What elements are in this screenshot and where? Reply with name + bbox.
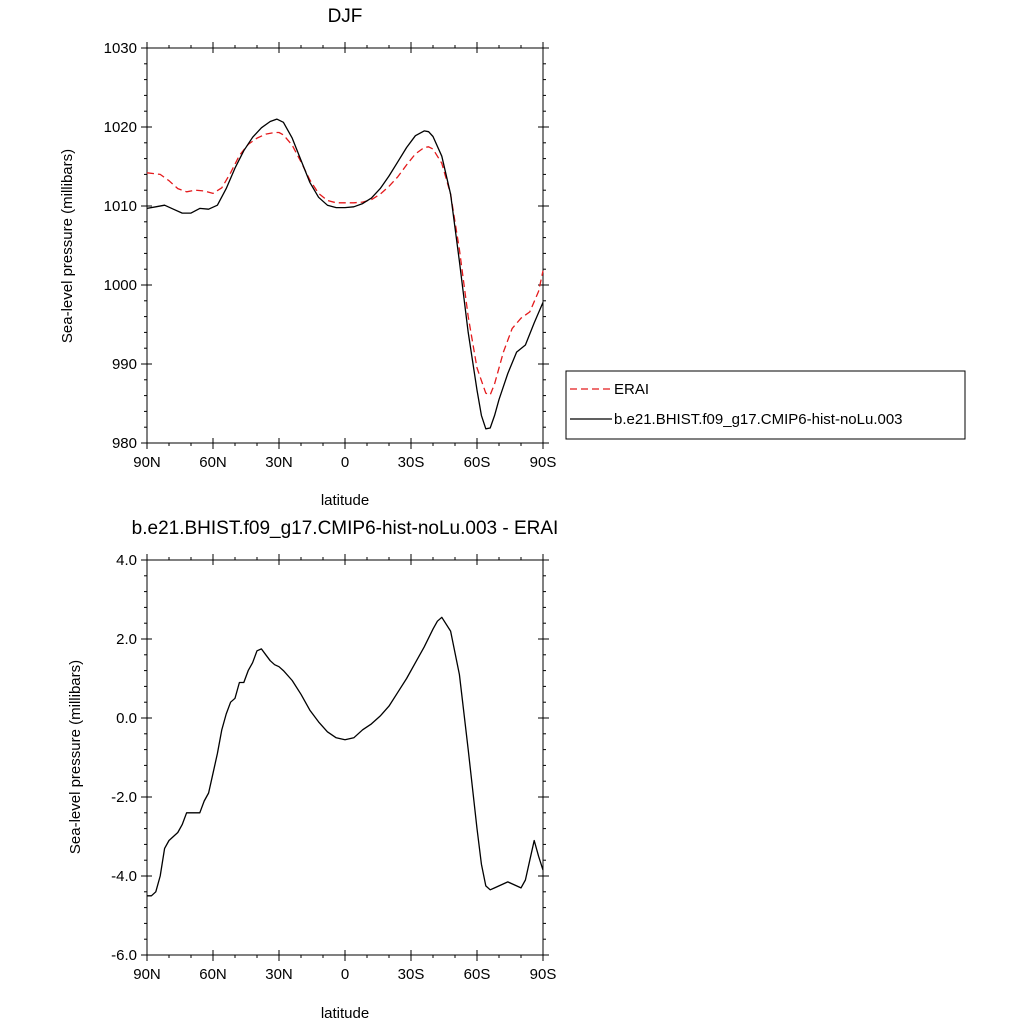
legend-box xyxy=(565,370,966,440)
bottom-x-tick-label: 30S xyxy=(398,966,425,983)
legend: ERAI b.e21.BHIST.f09_g17.CMIP6-hist-noLu… xyxy=(565,370,966,440)
top-panel: DJF 90N 60N 30N 0 30S 60S 90S 980 990 1000 1010 102… xyxy=(59,6,556,509)
bottom-plot-frame xyxy=(146,559,544,956)
top-y-tick-label: 990 xyxy=(112,356,137,373)
bottom-chart-title: b.e21.BHIST.f09_g17.CMIP6-hist-noLu.003 … xyxy=(132,518,559,539)
bottom-y-tick-label: -4.0 xyxy=(111,868,137,885)
top-chart-title: DJF xyxy=(328,6,363,27)
top-x-tick-label: 90N xyxy=(133,454,161,471)
top-y-tick-label: 1010 xyxy=(104,198,137,215)
top-x-tick-label: 90S xyxy=(530,454,557,471)
bottom-series-line-difference xyxy=(147,616,544,897)
bottom-x-tick-label: 0 xyxy=(341,966,349,983)
top-x-tick-label: 60N xyxy=(199,454,227,471)
bottom-x-tick-label: 30N xyxy=(265,966,293,983)
top-plot-frame xyxy=(146,47,544,444)
top-x-tick-label: 30S xyxy=(398,454,425,471)
top-series xyxy=(146,118,544,430)
legend-label-erai: ERAI xyxy=(614,381,649,398)
bottom-x-tick-label: 90N xyxy=(133,966,161,983)
bottom-y-tick-label: 2.0 xyxy=(116,631,137,648)
top-series-line-b-e21-bhist-f09-g17-cmip6-hist-nolu-003 xyxy=(146,118,544,430)
bottom-x-tick-label: 90S xyxy=(530,966,557,983)
bottom-panel: b.e21.BHIST.f09_g17.CMIP6-hist-noLu.003 … xyxy=(67,518,558,1022)
bottom-x-tick-label: 60N xyxy=(199,966,227,983)
top-series-line-erai xyxy=(146,131,544,396)
bottom-y-tick-label: -2.0 xyxy=(111,789,137,806)
top-x-tick-label: 60S xyxy=(464,454,491,471)
bottom-x-axis-label: latitude xyxy=(321,1005,369,1022)
top-x-tick-label: 0 xyxy=(341,454,349,471)
top-y-tick-label: 1030 xyxy=(104,40,137,57)
bottom-y-tick-label: -6.0 xyxy=(111,947,137,964)
bottom-series xyxy=(147,616,544,897)
legend-label-model: b.e21.BHIST.f09_g17.CMIP6-hist-noLu.003 xyxy=(614,411,903,428)
bottom-y-tick-label: 0.0 xyxy=(116,710,137,727)
top-y-axis-label: Sea-level pressure (millibars) xyxy=(59,149,76,343)
top-y-tick-label: 1000 xyxy=(104,277,137,294)
top-y-tick-label: 980 xyxy=(112,435,137,452)
top-y-tick-label: 1020 xyxy=(104,119,137,136)
bottom-y-tick-label: 4.0 xyxy=(116,552,137,569)
bottom-ticks: 90N 60N 30N 0 30S 60S 90S -6.0 -4.0 -2.0 0.0 2.0 4.0 xyxy=(111,552,556,983)
bottom-y-axis-label: Sea-level pressure (millibars) xyxy=(67,660,84,854)
top-ticks: 90N 60N 30N 0 30S 60S 90S 980 990 1000 1010 1020 103… xyxy=(104,40,557,471)
top-x-axis-label: latitude xyxy=(321,492,369,509)
top-x-tick-label: 30N xyxy=(265,454,293,471)
bottom-x-tick-label: 60S xyxy=(464,966,491,983)
